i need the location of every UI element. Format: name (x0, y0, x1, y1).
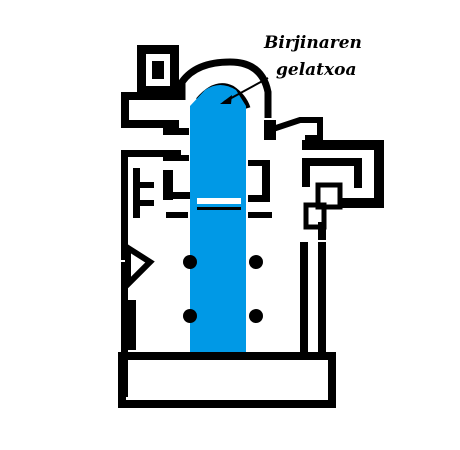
left-wall (121, 92, 185, 397)
pillar (249, 309, 263, 323)
highlighted-nave (190, 85, 246, 352)
annotation-label-line1: Birjinaren (264, 33, 362, 53)
pillar (249, 255, 263, 269)
narthex (122, 356, 332, 404)
pillar (183, 309, 197, 323)
right-wing (302, 140, 384, 208)
left-niches (128, 248, 150, 350)
right-wall (300, 165, 340, 360)
transept-left (163, 128, 193, 218)
tower-square (137, 45, 179, 95)
pillar (183, 255, 197, 269)
annotation-label-line2: gelatxoa (276, 60, 357, 80)
